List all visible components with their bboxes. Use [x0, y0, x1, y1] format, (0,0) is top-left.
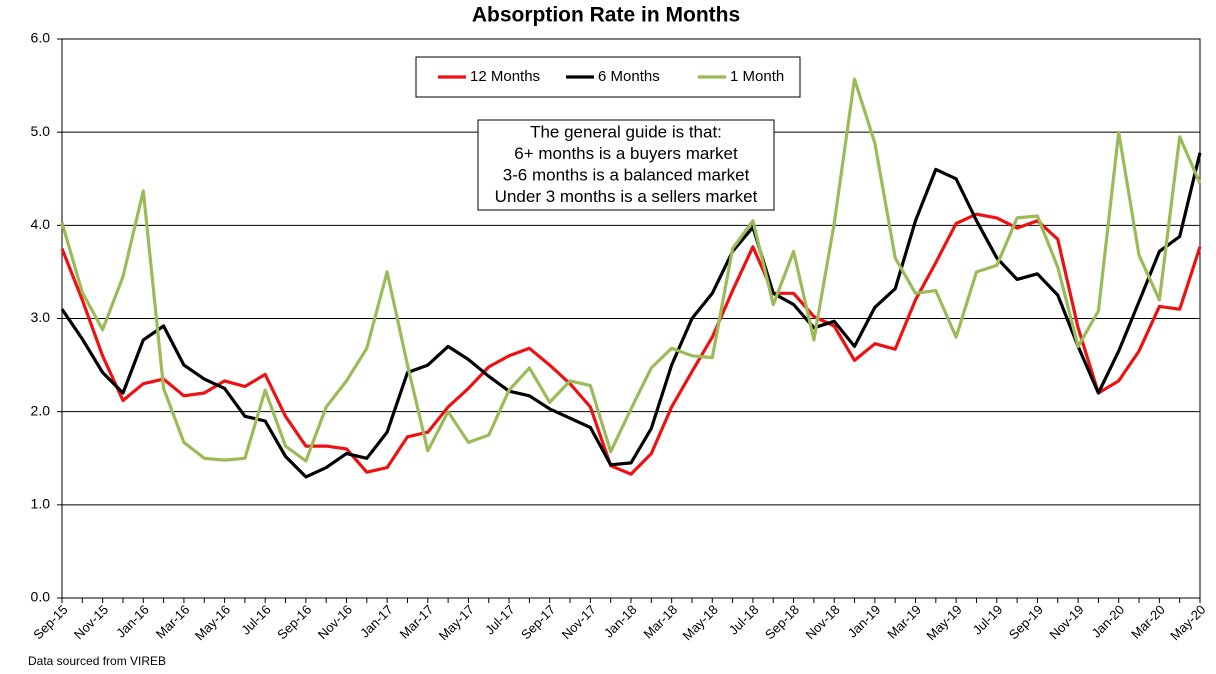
chart-title: Absorption Rate in Months: [472, 4, 740, 27]
x-tick-label: Jul-19: [970, 602, 1006, 638]
x-tick-label: Sep-16: [274, 602, 314, 642]
annotation-text: The general guide is that:: [530, 122, 722, 141]
x-tick-label: Nov-16: [315, 602, 355, 642]
x-tick-label: Nov-19: [1046, 602, 1086, 642]
legend: 12 Months 6 Months 1 Month: [415, 56, 801, 98]
x-tick-label: Jul-16: [238, 602, 274, 638]
x-tick-label: Mar-18: [640, 602, 680, 642]
x-tick-label: May-19: [923, 602, 964, 643]
x-tick-label: May-16: [192, 602, 233, 643]
series-line: [60, 212, 1202, 476]
x-tick-label: Jan-16: [113, 602, 152, 641]
x-tick-label: Jul-17: [482, 602, 518, 638]
x-tick-label: Mar-16: [153, 602, 193, 642]
x-tick-label: Sep-17: [518, 602, 558, 642]
x-tick-label: Jan-18: [601, 602, 640, 641]
x-tick-label: May-18: [680, 602, 721, 643]
x-tick-label: Mar-17: [397, 602, 437, 642]
x-tick-label: Jan-19: [845, 602, 884, 641]
x-tick-label: Jul-18: [726, 602, 762, 638]
x-tick-label: Jan-20: [1089, 602, 1128, 641]
x-tick-label: May-20: [1167, 602, 1208, 643]
legend-label: 12 Months: [470, 68, 540, 85]
annotation-box: [477, 119, 775, 211]
x-tick-label: Sep-19: [1006, 602, 1046, 642]
y-tick-label: 5.0: [31, 123, 51, 139]
y-tick-label: 4.0: [31, 216, 51, 232]
x-tick-label: May-17: [436, 602, 477, 643]
legend-label: 6 Months: [598, 68, 660, 85]
x-tick-label: Mar-19: [884, 602, 924, 642]
x-tick-label: Mar-20: [1128, 602, 1168, 642]
x-tick-label: Jan-17: [357, 602, 396, 641]
legend-label: 1 Month: [730, 68, 784, 85]
y-tick-label: 2.0: [31, 402, 51, 418]
series-line: [60, 77, 1202, 463]
x-tick-label: Nov-17: [559, 602, 599, 642]
source-note: Data sourced from VIREB: [28, 654, 166, 668]
annotation-text: 3-6 months is a balanced market: [503, 165, 750, 184]
x-tick-label: Sep-18: [762, 602, 802, 642]
x-tick-label: Nov-15: [71, 602, 111, 642]
y-tick-label: 0.0: [31, 589, 51, 605]
y-tick-label: 6.0: [31, 30, 51, 46]
series-line: [60, 152, 1202, 479]
x-tick-label: Nov-18: [803, 602, 843, 642]
annotation-text: Under 3 months is a sellers market: [495, 187, 758, 206]
y-tick-label: 1.0: [31, 496, 51, 512]
y-tick-label: 3.0: [31, 309, 51, 325]
x-tick-label: Sep-15: [30, 602, 70, 642]
annotation-text: 6+ months is a buyers market: [514, 144, 738, 163]
legend-box: [415, 56, 801, 98]
